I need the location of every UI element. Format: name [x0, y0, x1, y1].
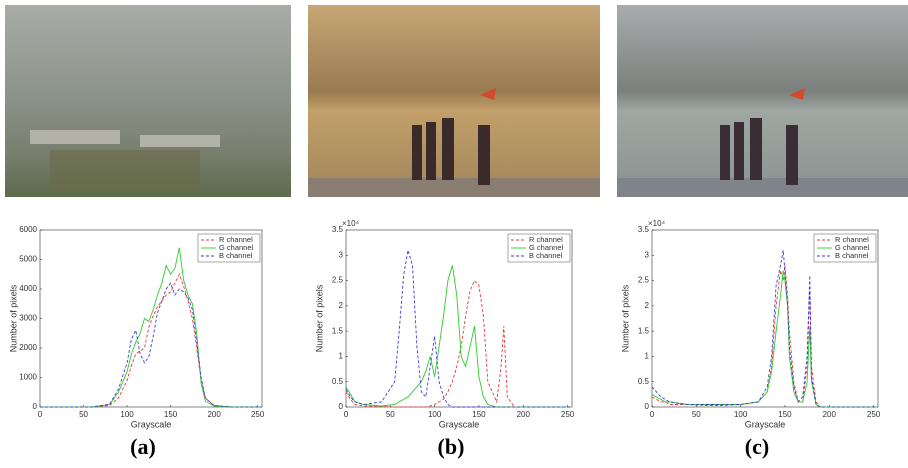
legend-label: B channel [835, 251, 869, 260]
chart: 0 50 100 150 200 250 0 0.5 1 1.5 2 2.5 3 3.5×10⁴ R cha… [314, 219, 574, 459]
y-tick-label: 3.5 [638, 225, 650, 234]
caption: (c) [745, 434, 769, 459]
photo-a [5, 5, 291, 197]
x-tick-label: 200 [823, 410, 837, 419]
legend-label: R channel [529, 235, 563, 244]
chart: 0 50 100 150 200 250 0 1000 2000 3000 4000 5000 6000… [8, 225, 264, 459]
photo-b [308, 5, 600, 197]
x-tick-label: 200 [517, 410, 531, 419]
y-tick-label: 1.5 [638, 326, 650, 335]
x-axis-label: Grayscale [745, 419, 786, 429]
x-tick-label: 250 [867, 410, 881, 419]
x-tick-label: 200 [207, 410, 221, 419]
x-tick-label: 100 [428, 410, 442, 419]
y-axis-label: Number of pixels [8, 284, 18, 352]
x-axis-label: Grayscale [131, 419, 172, 429]
chart: 0 50 100 150 200 250 0 0.5 1 1.5 2 2.5 3 3.5×10⁴ R cha… [620, 219, 880, 459]
series-line [651, 250, 878, 408]
y-tick-label: 3000 [19, 314, 37, 323]
legend-label: G channel [835, 243, 870, 252]
x-tick-label: 0 [344, 410, 349, 419]
x-tick-label: 50 [79, 410, 88, 419]
y-tick-label: 0 [339, 402, 344, 411]
y-tick-label: 4000 [19, 284, 37, 293]
legend-label: G channel [529, 243, 564, 252]
series-line [651, 265, 878, 408]
y-tick-label: 1000 [19, 373, 37, 382]
photo-c [617, 5, 908, 197]
x-tick-label: 0 [38, 410, 43, 419]
y-tick-label: 3.5 [332, 225, 344, 234]
series-line [40, 282, 262, 408]
legend-label: B channel [219, 251, 253, 260]
y-tick-label: 2000 [19, 343, 37, 352]
legend-label: R channel [835, 235, 869, 244]
y-tick-label: 2 [339, 301, 344, 310]
y-tick-label: 0 [33, 402, 38, 411]
x-tick-label: 150 [164, 410, 178, 419]
y-multiplier: ×10⁴ [342, 219, 360, 228]
y-tick-label: 3 [645, 250, 650, 259]
y-axis-label: Number of pixels [620, 284, 630, 352]
legend-label: G channel [219, 243, 254, 252]
x-tick-label: 0 [650, 410, 655, 419]
y-tick-label: 2 [645, 301, 650, 310]
y-tick-label: 1 [645, 352, 650, 361]
y-tick-label: 2.5 [638, 276, 650, 285]
caption: (a) [130, 434, 156, 459]
y-tick-label: 3 [339, 250, 344, 259]
x-tick-label: 100 [734, 410, 748, 419]
caption: (b) [438, 434, 465, 459]
y-axis-label: Number of pixels [314, 284, 324, 352]
y-tick-label: 0.5 [638, 377, 650, 386]
y-tick-label: 0 [645, 402, 650, 411]
x-tick-label: 150 [778, 410, 792, 419]
x-tick-label: 250 [251, 410, 265, 419]
x-tick-label: 50 [386, 410, 395, 419]
y-tick-label: 1.5 [332, 326, 344, 335]
x-tick-label: 100 [120, 410, 134, 419]
x-tick-label: 150 [472, 410, 486, 419]
series-line [345, 279, 572, 408]
x-tick-label: 50 [692, 410, 701, 419]
y-tick-label: 5000 [19, 255, 37, 264]
legend-label: B channel [529, 251, 563, 260]
y-tick-label: 2.5 [332, 276, 344, 285]
x-tick-label: 250 [561, 410, 575, 419]
x-axis-label: Grayscale [439, 419, 480, 429]
y-tick-label: 6000 [19, 225, 37, 234]
series-line [345, 265, 572, 408]
y-tick-label: 0.5 [332, 377, 344, 386]
legend-label: R channel [219, 235, 253, 244]
series-line [345, 250, 572, 408]
y-multiplier: ×10⁴ [648, 219, 666, 228]
series-line [651, 270, 878, 408]
y-tick-label: 1 [339, 352, 344, 361]
